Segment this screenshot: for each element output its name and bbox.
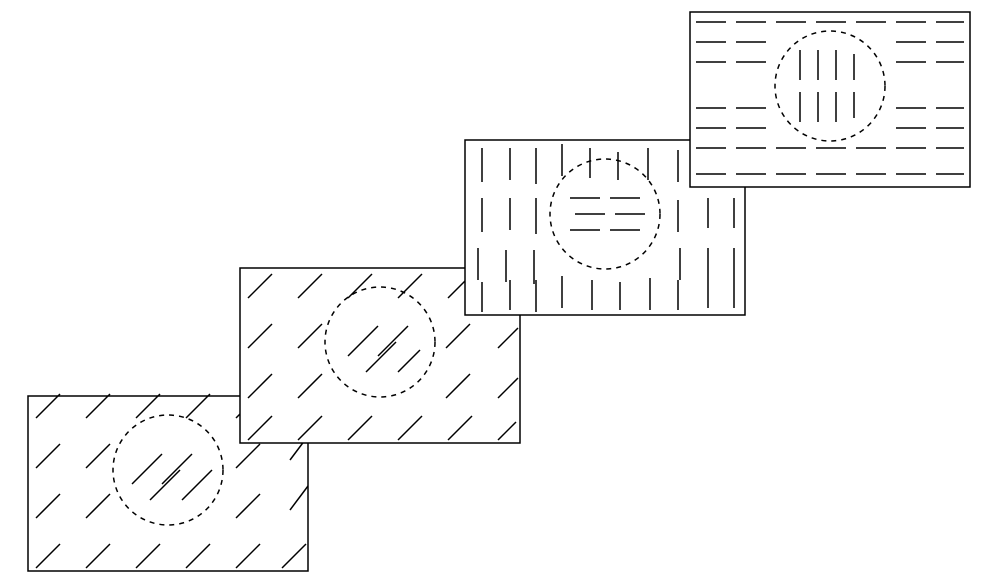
panel-frame: [690, 12, 970, 187]
panel-4: [690, 12, 970, 187]
texture-diagram: [0, 0, 1000, 588]
